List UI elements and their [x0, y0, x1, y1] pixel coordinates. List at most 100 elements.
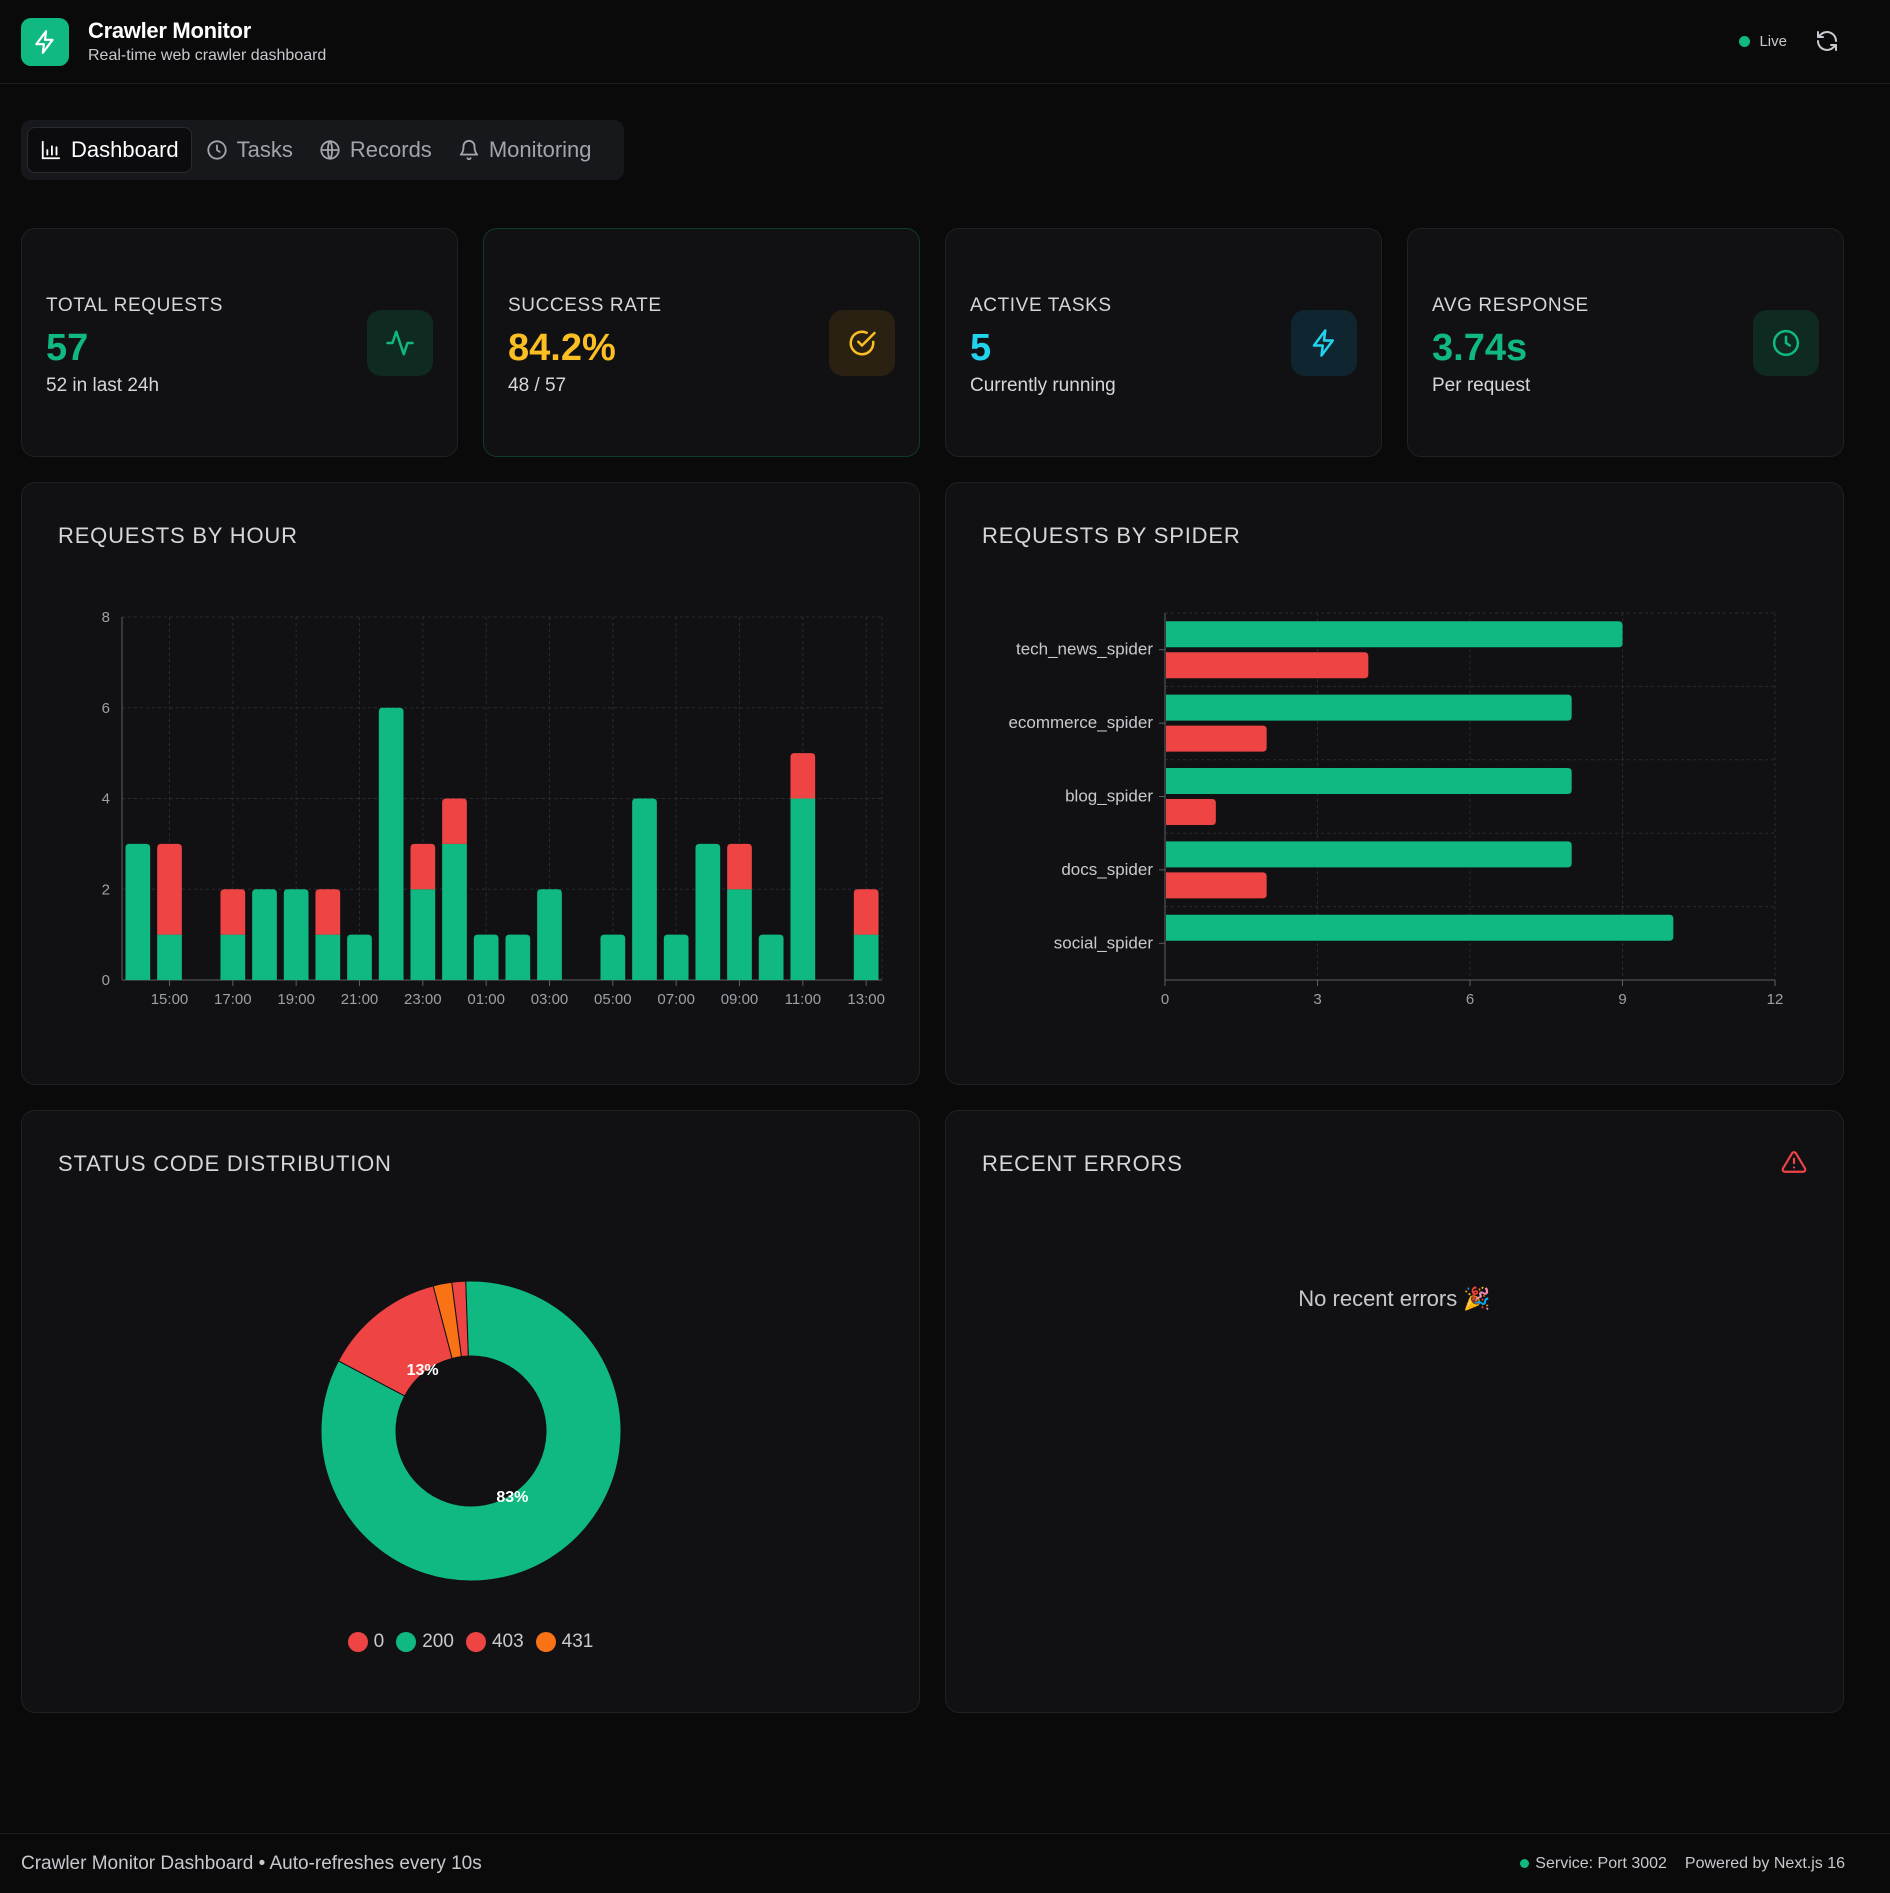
x-tick-label: 3	[1313, 991, 1321, 1008]
legend-swatch	[347, 1632, 368, 1652]
app-header: Crawler Monitor Real-time web crawler da…	[0, 0, 1890, 84]
x-tick-label: 07:00	[657, 991, 695, 1008]
app-subtitle: Real-time web crawler dashboard	[88, 47, 327, 64]
chart-legend: 0 200 403 431	[22, 1631, 919, 1653]
recent-errors-panel: RECENT ERRORS No recent errors 🎉	[945, 1110, 1844, 1713]
legend-label: 403	[491, 1631, 524, 1652]
bar	[220, 934, 246, 980]
bar	[220, 889, 246, 935]
x-tick-label: 09:00	[721, 991, 759, 1008]
service-port: Service: Port 3002	[1535, 1854, 1667, 1872]
bar	[790, 798, 816, 980]
refresh-icon[interactable]	[1814, 28, 1840, 54]
empty-state-text: No recent errors 🎉	[1298, 1286, 1491, 1311]
stat-label: ACTIVE TASKS	[970, 295, 1112, 316]
powered-by: Powered by Next.js 16	[1684, 1854, 1845, 1872]
bar	[727, 889, 752, 980]
stat-sub: 48 / 57	[508, 375, 567, 396]
legend-item: 200	[396, 1631, 454, 1653]
bar	[663, 934, 689, 980]
stat-card-avg-response: AVG RESPONSE 3.74s Per request	[1407, 228, 1844, 457]
panel-title: STATUS CODE DISTRIBUTION	[58, 1151, 392, 1176]
x-tick-label: 0	[1161, 991, 1169, 1008]
y-tick-label: 6	[102, 700, 110, 717]
lightning-icon	[21, 17, 69, 66]
bar	[853, 889, 879, 935]
x-tick-label: 13:00	[847, 991, 885, 1008]
bar	[347, 934, 372, 980]
x-tick-label: 6	[1466, 991, 1474, 1008]
y-tick-label: tech_news_spider	[1016, 640, 1153, 659]
x-tick-label: 9	[1618, 991, 1626, 1008]
y-tick-label: blog_spider	[1065, 787, 1153, 806]
bar	[1166, 621, 1623, 648]
main-nav: Dashboard Tasks Records Monitoring	[21, 120, 624, 180]
clock-icon	[207, 140, 227, 160]
y-tick-label: ecommerce_spider	[1008, 713, 1153, 732]
bar	[315, 934, 341, 980]
stat-label: AVG RESPONSE	[1432, 295, 1589, 316]
x-tick-label: 01:00	[467, 991, 505, 1008]
bar	[853, 934, 879, 980]
stat-value: 57	[46, 327, 89, 369]
bar	[442, 843, 467, 980]
tab-dashboard[interactable]: Dashboard	[27, 127, 192, 173]
stat-value: 84.2%	[508, 327, 616, 369]
footer-text: Crawler Monitor Dashboard • Auto-refresh…	[21, 1852, 482, 1874]
bar	[157, 934, 182, 980]
legend-label: 0	[373, 1631, 385, 1652]
stat-label: TOTAL REQUESTS	[46, 295, 223, 316]
live-status-label: Live	[1759, 32, 1787, 50]
clock-icon	[1753, 310, 1819, 376]
bar	[1166, 799, 1216, 825]
requests-by-spider-chart: 0 3 6 9 12 tech_news_spider ecommerce_spiderbl…	[1008, 612, 1784, 1008]
panel-title: REQUESTS BY HOUR	[58, 523, 298, 548]
bar	[283, 889, 309, 980]
bell-icon	[459, 140, 478, 161]
check-circle-icon	[829, 310, 895, 376]
slice-label: 83%	[496, 1489, 528, 1506]
tab-records[interactable]: Records	[307, 127, 444, 173]
bar	[758, 934, 784, 980]
stat-card-total-requests: TOTAL REQUESTS 57 52 in last 24h	[21, 228, 458, 457]
app-title: Crawler Monitor	[88, 18, 251, 43]
bar	[790, 753, 816, 799]
status-code-panel: STATUS CODE DISTRIBUTION 83% 13% 0 200 403 4…	[21, 1110, 920, 1713]
x-tick-label: 21:00	[341, 991, 379, 1008]
bar	[695, 843, 721, 980]
panel-title: REQUESTS BY SPIDER	[982, 523, 1241, 548]
bar	[600, 934, 626, 980]
service-status-dot	[1520, 1859, 1530, 1868]
tab-label: Monitoring	[488, 137, 592, 162]
stat-sub: 52 in last 24h	[46, 375, 160, 396]
tab-monitoring[interactable]: Monitoring	[446, 127, 604, 173]
slice-label: 13%	[407, 1362, 439, 1379]
app-footer: Crawler Monitor Dashboard • Auto-refresh…	[0, 1833, 1890, 1893]
requests-by-hour-panel: REQUESTS BY HOUR 0 2 4 6 8 15:00 17:00 19:00 21:…	[21, 482, 920, 1085]
legend-label: 200	[422, 1631, 454, 1652]
bar	[1166, 725, 1267, 752]
bar	[1166, 914, 1674, 941]
tab-tasks[interactable]: Tasks	[194, 127, 305, 173]
bar	[473, 934, 499, 980]
legend-item: 431	[535, 1631, 593, 1653]
bar	[1166, 841, 1572, 868]
y-tick-label: 8	[102, 609, 110, 626]
legend-swatch	[396, 1632, 417, 1652]
x-tick-label: 15:00	[151, 991, 189, 1008]
status-code-donut-chart: 83% 13%	[320, 1280, 622, 1582]
x-tick-label: 12	[1767, 991, 1784, 1008]
stat-value: 5	[970, 327, 992, 369]
bar	[157, 843, 182, 935]
legend-item: 403	[465, 1631, 524, 1653]
stat-sub: Currently running	[970, 375, 1116, 396]
bar	[632, 798, 657, 980]
x-tick-label: 03:00	[531, 991, 569, 1008]
bar	[125, 843, 151, 980]
requests-by-hour-chart: 0 2 4 6 8 15:00 17:00 19:00 21:00 23:00 01:00 03:00…	[102, 609, 885, 1008]
stat-value: 3.74s	[1432, 327, 1528, 369]
bar	[252, 889, 277, 980]
lightning-icon	[1291, 310, 1357, 376]
bar-chart-icon	[41, 140, 61, 160]
bar	[378, 707, 404, 980]
